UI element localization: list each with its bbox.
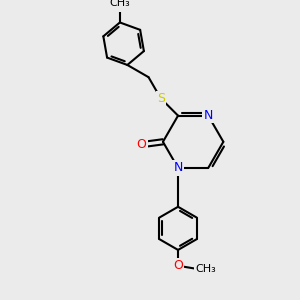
Text: O: O: [173, 259, 183, 272]
Text: S: S: [157, 92, 165, 105]
Text: CH₃: CH₃: [195, 264, 216, 274]
Text: CH₃: CH₃: [110, 0, 130, 8]
Text: N: N: [173, 161, 183, 175]
Text: O: O: [136, 138, 146, 151]
Text: N: N: [204, 109, 213, 122]
